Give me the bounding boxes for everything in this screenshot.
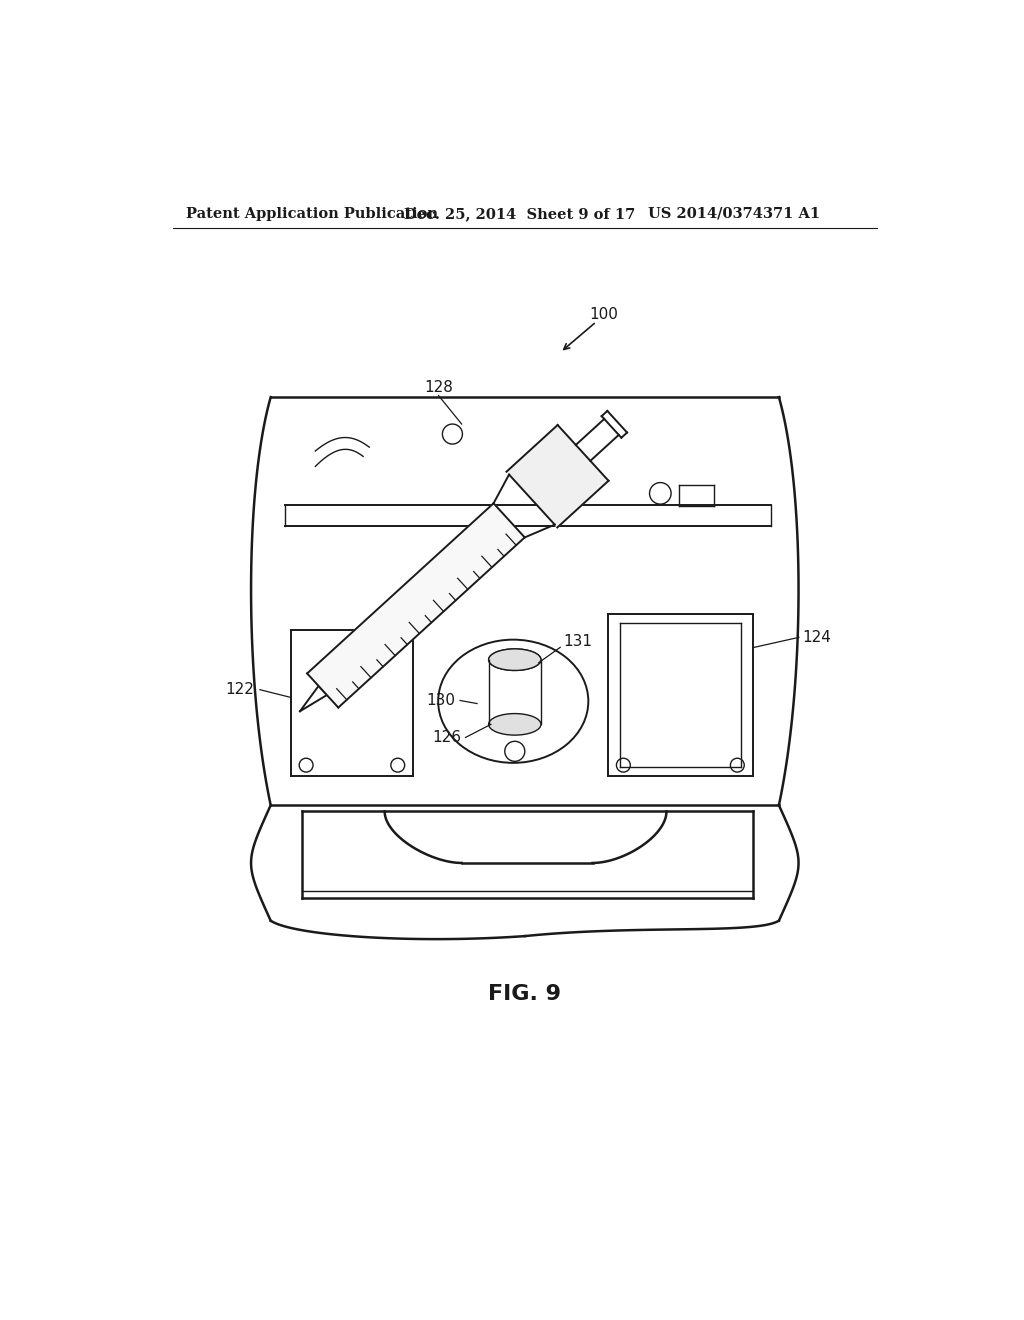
Text: 131: 131 [563,635,592,649]
Ellipse shape [488,714,541,735]
Text: 130: 130 [427,693,456,708]
Text: 126: 126 [433,730,462,744]
Text: 124: 124 [802,630,830,645]
Text: 100: 100 [589,308,617,322]
Ellipse shape [488,649,541,671]
Text: US 2014/0374371 A1: US 2014/0374371 A1 [648,207,820,220]
Text: 122: 122 [225,682,254,697]
Text: 128: 128 [424,380,453,396]
Text: Patent Application Publication: Patent Application Publication [186,207,438,220]
Polygon shape [507,425,608,528]
Text: FIG. 9: FIG. 9 [488,983,561,1003]
Polygon shape [307,503,524,708]
Ellipse shape [488,649,541,671]
Text: Dec. 25, 2014  Sheet 9 of 17: Dec. 25, 2014 Sheet 9 of 17 [403,207,635,220]
